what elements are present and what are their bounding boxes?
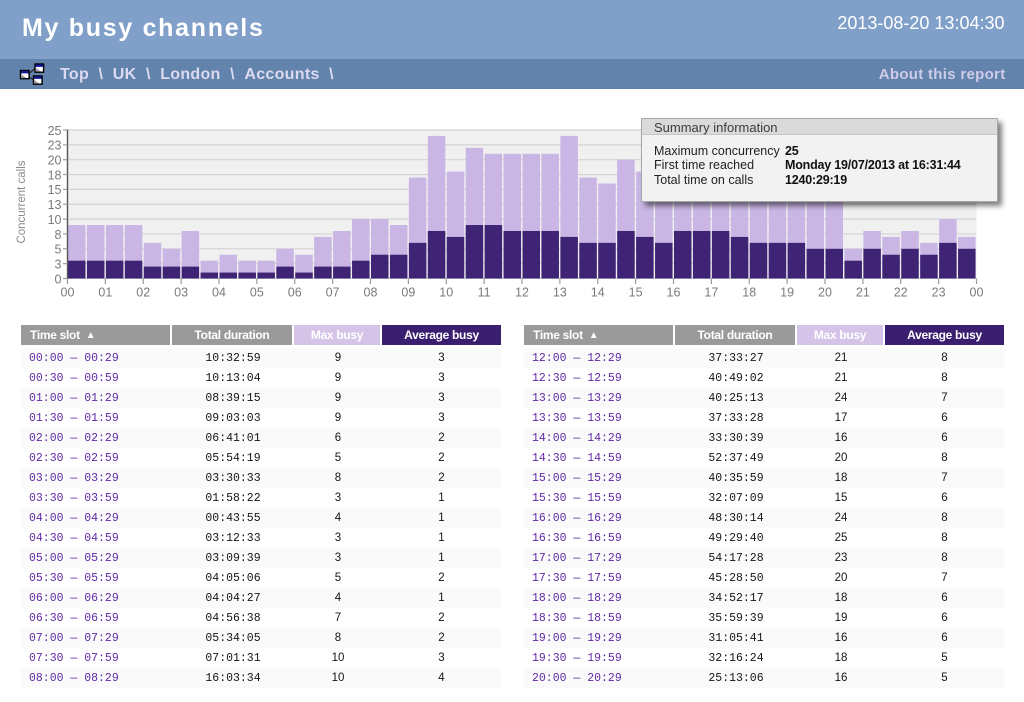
svg-text:00: 00 xyxy=(970,286,984,300)
svg-text:03: 03 xyxy=(174,286,188,300)
svg-text:05: 05 xyxy=(250,286,264,300)
svg-text:17: 17 xyxy=(704,286,718,300)
svg-text:18: 18 xyxy=(742,286,756,300)
svg-text:23: 23 xyxy=(48,139,62,153)
svg-text:08: 08 xyxy=(364,286,378,300)
svg-text:07: 07 xyxy=(326,286,340,300)
svg-text:22: 22 xyxy=(894,286,908,300)
svg-text:19: 19 xyxy=(780,286,794,300)
svg-text:16: 16 xyxy=(667,286,681,300)
svg-text:Concurrent calls: Concurrent calls xyxy=(16,160,28,243)
svg-text:02: 02 xyxy=(136,286,150,300)
svg-text:14: 14 xyxy=(591,286,605,300)
svg-text:06: 06 xyxy=(288,286,302,300)
svg-text:20: 20 xyxy=(818,286,832,300)
svg-text:10: 10 xyxy=(439,286,453,300)
svg-text:25: 25 xyxy=(48,124,62,138)
svg-text:5: 5 xyxy=(55,243,62,257)
svg-text:09: 09 xyxy=(401,286,415,300)
svg-text:23: 23 xyxy=(932,286,946,300)
svg-text:3: 3 xyxy=(55,257,62,271)
svg-text:11: 11 xyxy=(478,286,491,300)
svg-text:20: 20 xyxy=(48,154,62,168)
svg-text:04: 04 xyxy=(212,286,226,300)
svg-text:8: 8 xyxy=(55,228,62,242)
svg-text:01: 01 xyxy=(98,286,112,300)
svg-text:18: 18 xyxy=(48,168,62,182)
svg-text:13: 13 xyxy=(48,198,62,212)
svg-text:0: 0 xyxy=(55,272,62,286)
svg-text:21: 21 xyxy=(856,286,870,300)
svg-text:10: 10 xyxy=(48,213,62,227)
svg-text:12: 12 xyxy=(515,286,529,300)
svg-text:00: 00 xyxy=(61,286,75,300)
svg-text:13: 13 xyxy=(553,286,567,300)
svg-text:15: 15 xyxy=(48,183,62,197)
svg-text:15: 15 xyxy=(629,286,643,300)
